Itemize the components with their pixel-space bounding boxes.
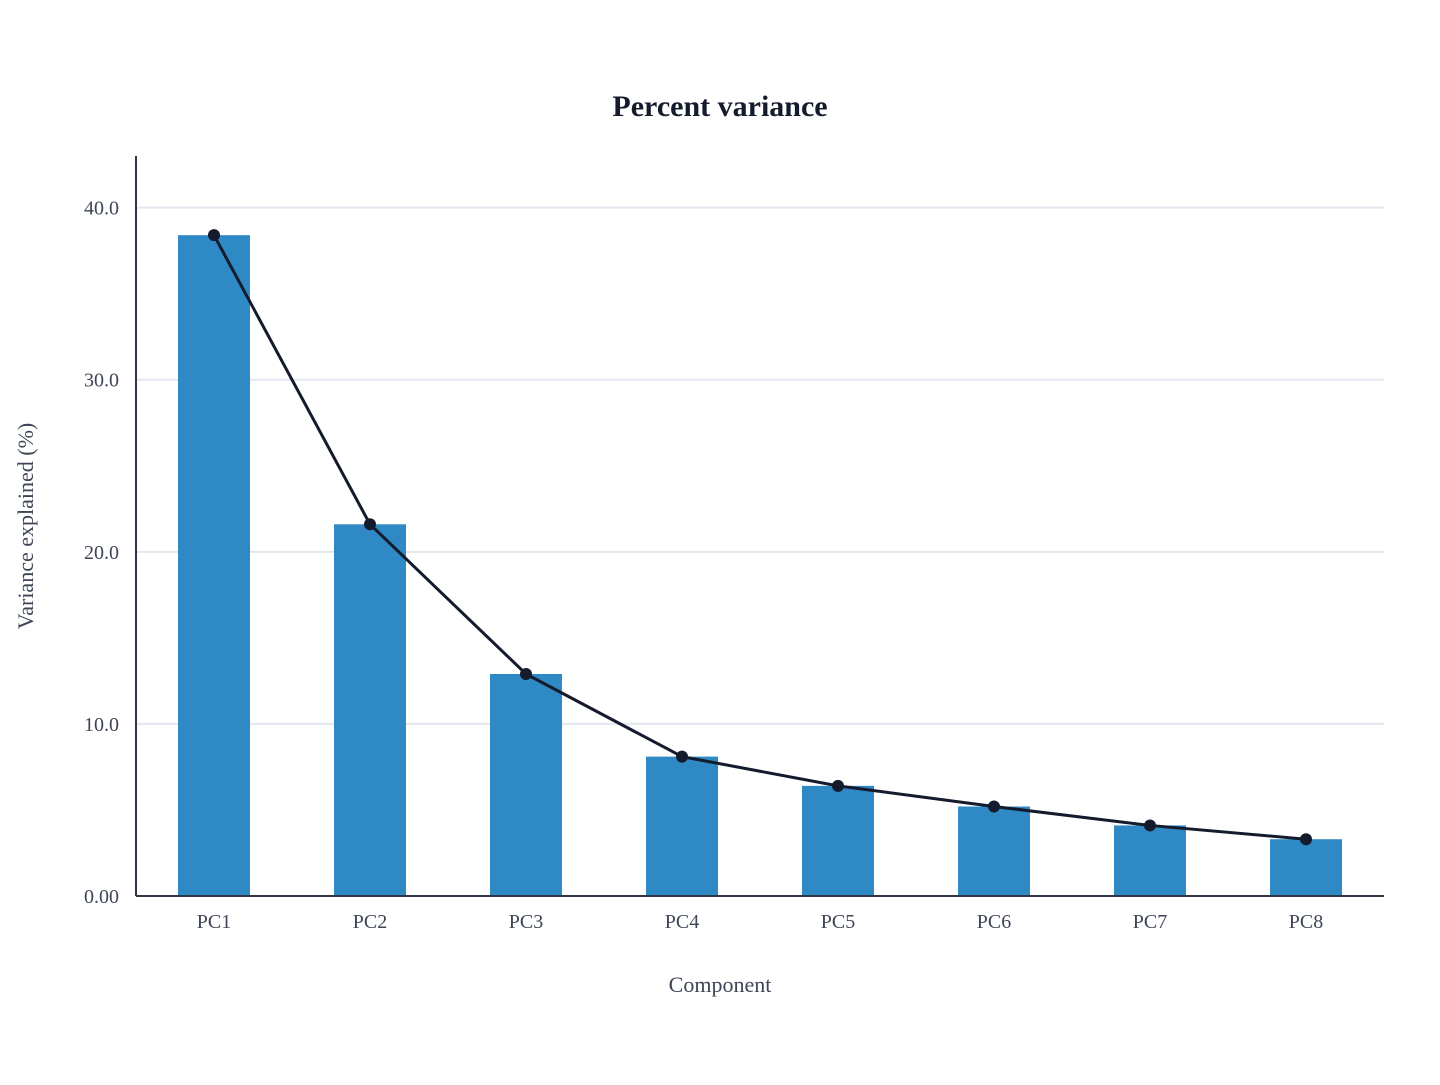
y-tick-label: 0.00	[84, 886, 119, 908]
bar-pc1	[178, 235, 250, 897]
point-pc8	[1300, 833, 1312, 846]
point-pc6	[988, 800, 1000, 813]
series-line	[212, 234, 1307, 841]
point-pc3	[520, 668, 532, 680]
bar-pc5	[802, 785, 874, 896]
bar-pc6	[958, 806, 1030, 896]
y-tick-labels: 0.00 10.0 20.0 30.0 40.0	[84, 198, 119, 908]
point-pc1	[208, 229, 220, 242]
x-tick-label: PC8	[1289, 911, 1323, 933]
y-tick-label: 30.0	[84, 370, 119, 392]
x-tick-label: PC3	[509, 911, 543, 933]
x-axis-title: Component	[669, 972, 772, 997]
x-tick-label: PC2	[353, 911, 387, 933]
y-tick-label: 20.0	[84, 542, 119, 564]
gridlines	[136, 206, 1384, 725]
bar-pc3	[490, 674, 562, 896]
y-axis-title: Variance explained (%)	[13, 423, 38, 629]
bar-pc8	[1270, 839, 1342, 896]
bar-pc2	[334, 524, 406, 896]
chart-title: Percent variance	[612, 90, 827, 123]
bar-pc7	[1114, 825, 1186, 896]
point-pc5	[832, 779, 844, 792]
bars	[178, 235, 1342, 897]
x-tick-label: PC1	[197, 911, 231, 933]
y-tick-label: 10.0	[84, 714, 119, 736]
point-pc2	[364, 518, 376, 531]
axes	[135, 156, 1384, 897]
bar-pc4	[646, 756, 718, 896]
point-pc4	[676, 750, 688, 763]
x-tick-label: PC6	[977, 911, 1011, 933]
cumulative-line-series	[208, 229, 1312, 846]
x-tick-labels: PC1 PC2 PC3 PC4 PC5 PC6 PC7 PC8	[197, 911, 1323, 933]
x-tick-label: PC5	[821, 911, 855, 933]
point-pc7	[1144, 819, 1156, 832]
x-tick-label: PC7	[1133, 911, 1167, 933]
y-tick-label: 40.0	[84, 198, 119, 220]
x-tick-label: PC4	[665, 911, 699, 933]
